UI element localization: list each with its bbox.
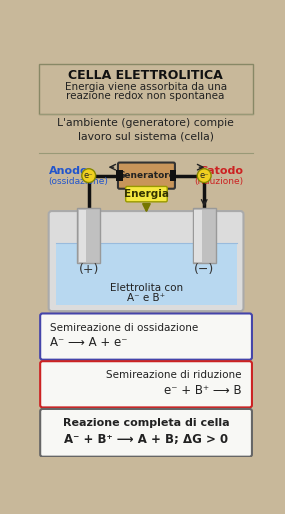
Circle shape: [82, 169, 96, 182]
Text: (+): (+): [78, 263, 99, 276]
FancyBboxPatch shape: [40, 409, 252, 457]
Bar: [77, 208, 100, 263]
Text: Semireazione di riduzione: Semireazione di riduzione: [106, 371, 242, 380]
FancyBboxPatch shape: [118, 162, 175, 189]
Text: (−): (−): [194, 263, 214, 276]
Text: e⁻: e⁻: [84, 171, 93, 180]
Text: CELLA ELETTROLITICA: CELLA ELETTROLITICA: [68, 69, 223, 82]
Bar: [193, 208, 216, 263]
Text: Elettrolita con: Elettrolita con: [110, 283, 183, 293]
Text: e⁻ + B⁺ ⟶ B: e⁻ + B⁺ ⟶ B: [164, 383, 242, 396]
Text: (ossidazione): (ossidazione): [49, 177, 109, 186]
Text: e⁻: e⁻: [200, 171, 209, 180]
FancyBboxPatch shape: [40, 314, 252, 360]
Text: Energia: Energia: [124, 189, 169, 199]
FancyBboxPatch shape: [40, 361, 252, 408]
FancyBboxPatch shape: [49, 211, 243, 311]
Text: A⁻ + B⁺ ⟶ A + B; ΔG > 0: A⁻ + B⁺ ⟶ A + B; ΔG > 0: [64, 433, 229, 446]
Text: A⁻ e B⁺: A⁻ e B⁺: [127, 292, 166, 303]
Bar: [56, 244, 237, 305]
Bar: [79, 210, 86, 262]
Circle shape: [197, 169, 211, 182]
Text: Generatore: Generatore: [117, 171, 175, 180]
Text: Anodo: Anodo: [49, 166, 88, 176]
Text: (riduzione): (riduzione): [194, 177, 243, 186]
Text: L'ambiente (generatore) compie
lavoro sul sistema (cella): L'ambiente (generatore) compie lavoro su…: [57, 118, 234, 142]
FancyBboxPatch shape: [126, 187, 167, 202]
Text: Energia viene 
assorbita da una: Energia viene assorbita da una: [102, 82, 189, 103]
Text: Catodo: Catodo: [200, 166, 243, 176]
Bar: [194, 210, 202, 262]
Text: Semireazione di ossidazione: Semireazione di ossidazione: [50, 323, 198, 333]
Bar: [116, 170, 123, 181]
Text: Energia viene assorbita da una: Energia viene assorbita da una: [65, 82, 227, 91]
Text: A⁻ ⟶ A + e⁻: A⁻ ⟶ A + e⁻: [50, 336, 128, 349]
Bar: [170, 170, 176, 181]
Bar: [39, 64, 253, 114]
Text: reazione redox non spontanea: reazione redox non spontanea: [66, 91, 225, 101]
Text: Reazione completa di cella: Reazione completa di cella: [63, 418, 230, 428]
